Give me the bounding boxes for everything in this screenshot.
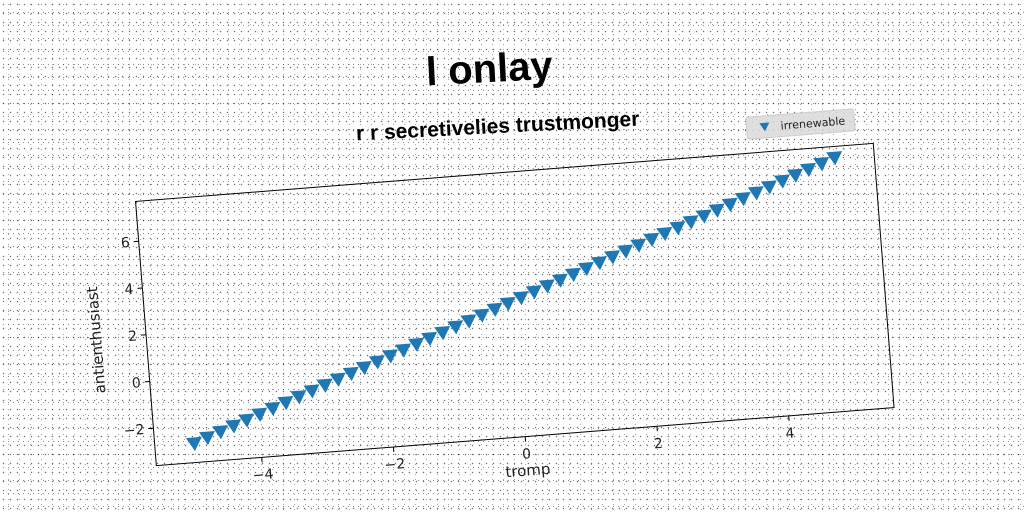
x-axis: −4 −2 0 2 4 (252, 415, 795, 484)
y-tick-label: −2 (123, 422, 145, 440)
data-point (225, 419, 242, 434)
y-axis-label: antienthusiast (83, 286, 109, 394)
data-point (381, 349, 398, 364)
data-point (760, 180, 777, 195)
legend-box (745, 108, 856, 140)
data-point (264, 401, 281, 417)
data-point (447, 320, 464, 335)
data-point (630, 238, 647, 253)
data-point (290, 390, 307, 405)
data-point (695, 209, 712, 224)
data-point (734, 191, 751, 207)
data-point (460, 314, 477, 329)
data-point (434, 326, 451, 341)
data-point (277, 396, 294, 411)
y-tick-label: 6 (120, 235, 130, 252)
data-point (316, 378, 333, 393)
x-tick-label: 2 (653, 436, 663, 453)
data-point (538, 279, 555, 294)
data-point (355, 361, 372, 376)
data-point (577, 261, 594, 277)
y-tick-label: 2 (128, 328, 138, 345)
data-point (604, 250, 621, 265)
data-point (473, 308, 490, 323)
data-point (212, 425, 228, 440)
y-axis: −2 0 2 4 6 (120, 235, 154, 440)
x-tick-label: 0 (522, 446, 532, 463)
data-point (617, 244, 634, 259)
data-point (408, 337, 424, 352)
data-point (368, 355, 385, 370)
data-point (525, 285, 542, 300)
data-point (590, 256, 607, 271)
data-point (303, 384, 320, 399)
data-point (656, 226, 673, 242)
x-tick-label: −4 (252, 466, 274, 484)
data-point (708, 203, 725, 218)
legend: irrenewable (745, 108, 856, 140)
data-point (643, 232, 660, 247)
data-point (329, 372, 346, 387)
data-point (551, 273, 568, 288)
plot-area: −4 −2 0 2 4 −2 0 2 4 6 tromp antienthusiast irre… (83, 108, 895, 484)
y-tick-label: 0 (131, 375, 141, 392)
data-point (394, 343, 411, 358)
data-point (564, 267, 581, 282)
data-point (486, 302, 503, 317)
data-point (826, 151, 843, 166)
legend-label: irrenewable (780, 115, 846, 133)
data-point (342, 366, 359, 382)
data-point (185, 436, 202, 451)
data-point (786, 168, 803, 183)
series-points (185, 151, 843, 451)
x-tick-label: 4 (785, 425, 795, 442)
data-point (747, 186, 764, 201)
data-point (421, 331, 438, 347)
x-axis-label: tromp (505, 460, 551, 481)
data-point (512, 291, 529, 306)
legend-marker (759, 122, 770, 132)
chart-title: l onlay (425, 44, 555, 95)
data-point (773, 174, 790, 189)
data-point (198, 430, 215, 446)
x-tick-label: −2 (384, 456, 406, 474)
data-point (813, 157, 830, 172)
data-point (251, 407, 268, 422)
chart-subtitle: r r secretivelies trustmonger (355, 108, 639, 146)
data-point (682, 215, 699, 230)
data-point (800, 162, 817, 178)
data-point (499, 296, 516, 312)
data-point (669, 221, 686, 236)
data-point (238, 413, 255, 428)
y-tick-label: 4 (124, 282, 134, 299)
data-point (721, 197, 738, 212)
